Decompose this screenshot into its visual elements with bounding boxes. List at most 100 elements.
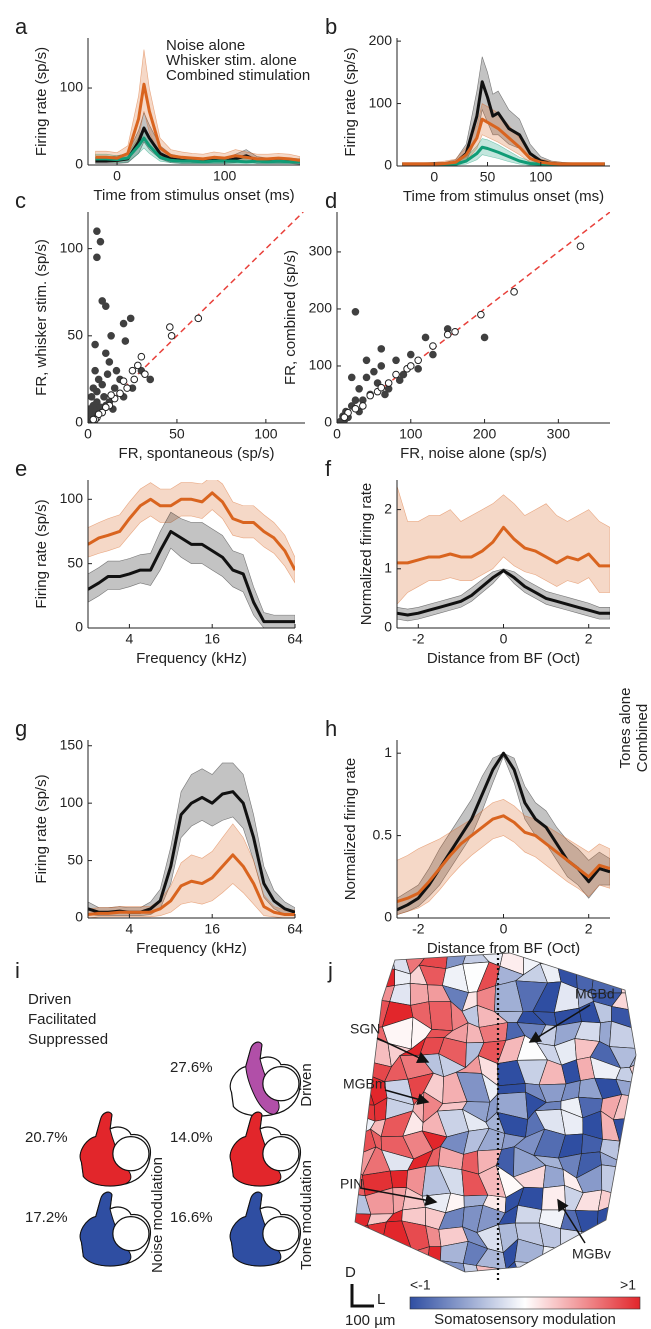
scatter-point (340, 413, 349, 422)
scatter-point (110, 384, 119, 392)
map-border (354, 952, 637, 1273)
y-tick-label: 100 (60, 239, 84, 255)
x-axis-label: Time from stimulus onset (ms) (93, 187, 294, 204)
map-cell (438, 1260, 467, 1272)
x-axis-label: FR, spontaneous (sp/s) (119, 445, 275, 462)
y-axis-label: FR, combined (sp/s) (282, 250, 299, 385)
map-cell (632, 953, 636, 971)
scatter-point (477, 310, 485, 319)
colorbar-title: Somatosensory modulation (434, 1311, 616, 1328)
scatter-point (392, 356, 400, 365)
x-tick-label: 0 (84, 426, 92, 442)
x-tick-label: 4 (126, 631, 134, 647)
line (397, 525, 610, 568)
map-cell (374, 1238, 396, 1268)
scatter-point (381, 390, 389, 399)
x-tick-label: 4 (126, 921, 134, 937)
error-band (397, 485, 610, 605)
scatter-point (421, 333, 430, 342)
y-tick-label: 0 (75, 414, 83, 430)
y-axis-label: Firing rate (sp/s) (33, 499, 50, 608)
scatter-point (101, 403, 110, 412)
percent-label: 16.6% (170, 1209, 213, 1226)
map-cell (365, 953, 396, 970)
row-label: Tone modulation (298, 1160, 315, 1270)
scatter-point (414, 356, 422, 365)
scatter-point (395, 376, 404, 385)
scatter-point (94, 375, 103, 384)
map-cell (570, 1262, 597, 1272)
scatter-point (128, 366, 137, 375)
legend-label: Noise alone (166, 37, 245, 54)
scatter-point (406, 362, 415, 370)
percent-label: 14.0% (170, 1129, 213, 1146)
brain-icon (229, 1111, 302, 1187)
y-axis-label: Normalized firing rate (358, 483, 375, 626)
map-cell (410, 1246, 430, 1272)
brain-region-outline (262, 1065, 300, 1102)
x-tick-label: 64 (287, 631, 303, 647)
x-tick-label: -2 (412, 921, 425, 937)
region-label: MGBv (572, 1246, 611, 1262)
y-tick-label: 50 (67, 327, 83, 343)
plot-area (397, 485, 610, 622)
arrow (557, 1198, 586, 1244)
brain-region-outline (262, 1215, 300, 1252)
scatter-point (429, 350, 437, 359)
y-tick-label: 150 (60, 736, 84, 752)
y-tick-label: 0.5 (373, 826, 393, 842)
panel-label: b (325, 14, 337, 39)
map-cell (633, 1241, 636, 1272)
region-label: MGBm (343, 1076, 387, 1092)
scatter-point (88, 405, 94, 413)
scatter-point (121, 337, 130, 345)
scatter-point (91, 340, 99, 349)
scatter-point (194, 314, 203, 323)
y-tick-label: 50 (67, 554, 83, 570)
y-tick-label: 300 (309, 243, 333, 259)
x-tick-label: 50 (169, 426, 185, 442)
y-tick-label: 0 (75, 156, 83, 172)
scatter-point (167, 332, 176, 340)
x-tick-label: 2 (585, 631, 593, 647)
map-cell (355, 986, 370, 1003)
map-cell (514, 1261, 543, 1272)
line (88, 491, 295, 571)
map-cell (615, 1241, 636, 1267)
plot-area (337, 212, 610, 423)
line (88, 529, 295, 624)
brain-icon (79, 1111, 152, 1187)
scatter-point (101, 349, 110, 358)
line (397, 814, 610, 903)
line (88, 853, 295, 917)
scatter-point (91, 366, 99, 375)
map-cell (629, 1044, 636, 1068)
map-cell (381, 1242, 413, 1272)
y-axis-label: Firing rate (sp/s) (33, 774, 50, 883)
y-tick-label: 1 (384, 744, 392, 760)
scatter-point (93, 253, 101, 262)
map-cell (591, 1264, 624, 1272)
identity-line (337, 212, 610, 423)
map-cell (635, 1228, 636, 1248)
panel-label: a (15, 14, 28, 39)
scatter-point (96, 237, 105, 246)
scatter-point (377, 383, 386, 392)
map-cell (366, 1221, 387, 1244)
scatter-point (355, 384, 363, 393)
scatter-point (88, 393, 96, 401)
arrow (376, 1037, 430, 1063)
map-cell (627, 1166, 636, 1187)
scatter-point (100, 393, 108, 401)
scatter-point (105, 358, 114, 366)
legend-label: Tones alone (617, 688, 634, 769)
x-tick-label: 0 (113, 168, 121, 184)
scatter-point (103, 370, 112, 378)
map-cell (617, 1160, 636, 1172)
x-tick-label: 300 (547, 426, 571, 442)
panel-label: c (15, 188, 26, 213)
colorbar-label: <-1 (410, 1277, 431, 1293)
scatter-point (94, 410, 103, 419)
map-cell (389, 1170, 409, 1189)
